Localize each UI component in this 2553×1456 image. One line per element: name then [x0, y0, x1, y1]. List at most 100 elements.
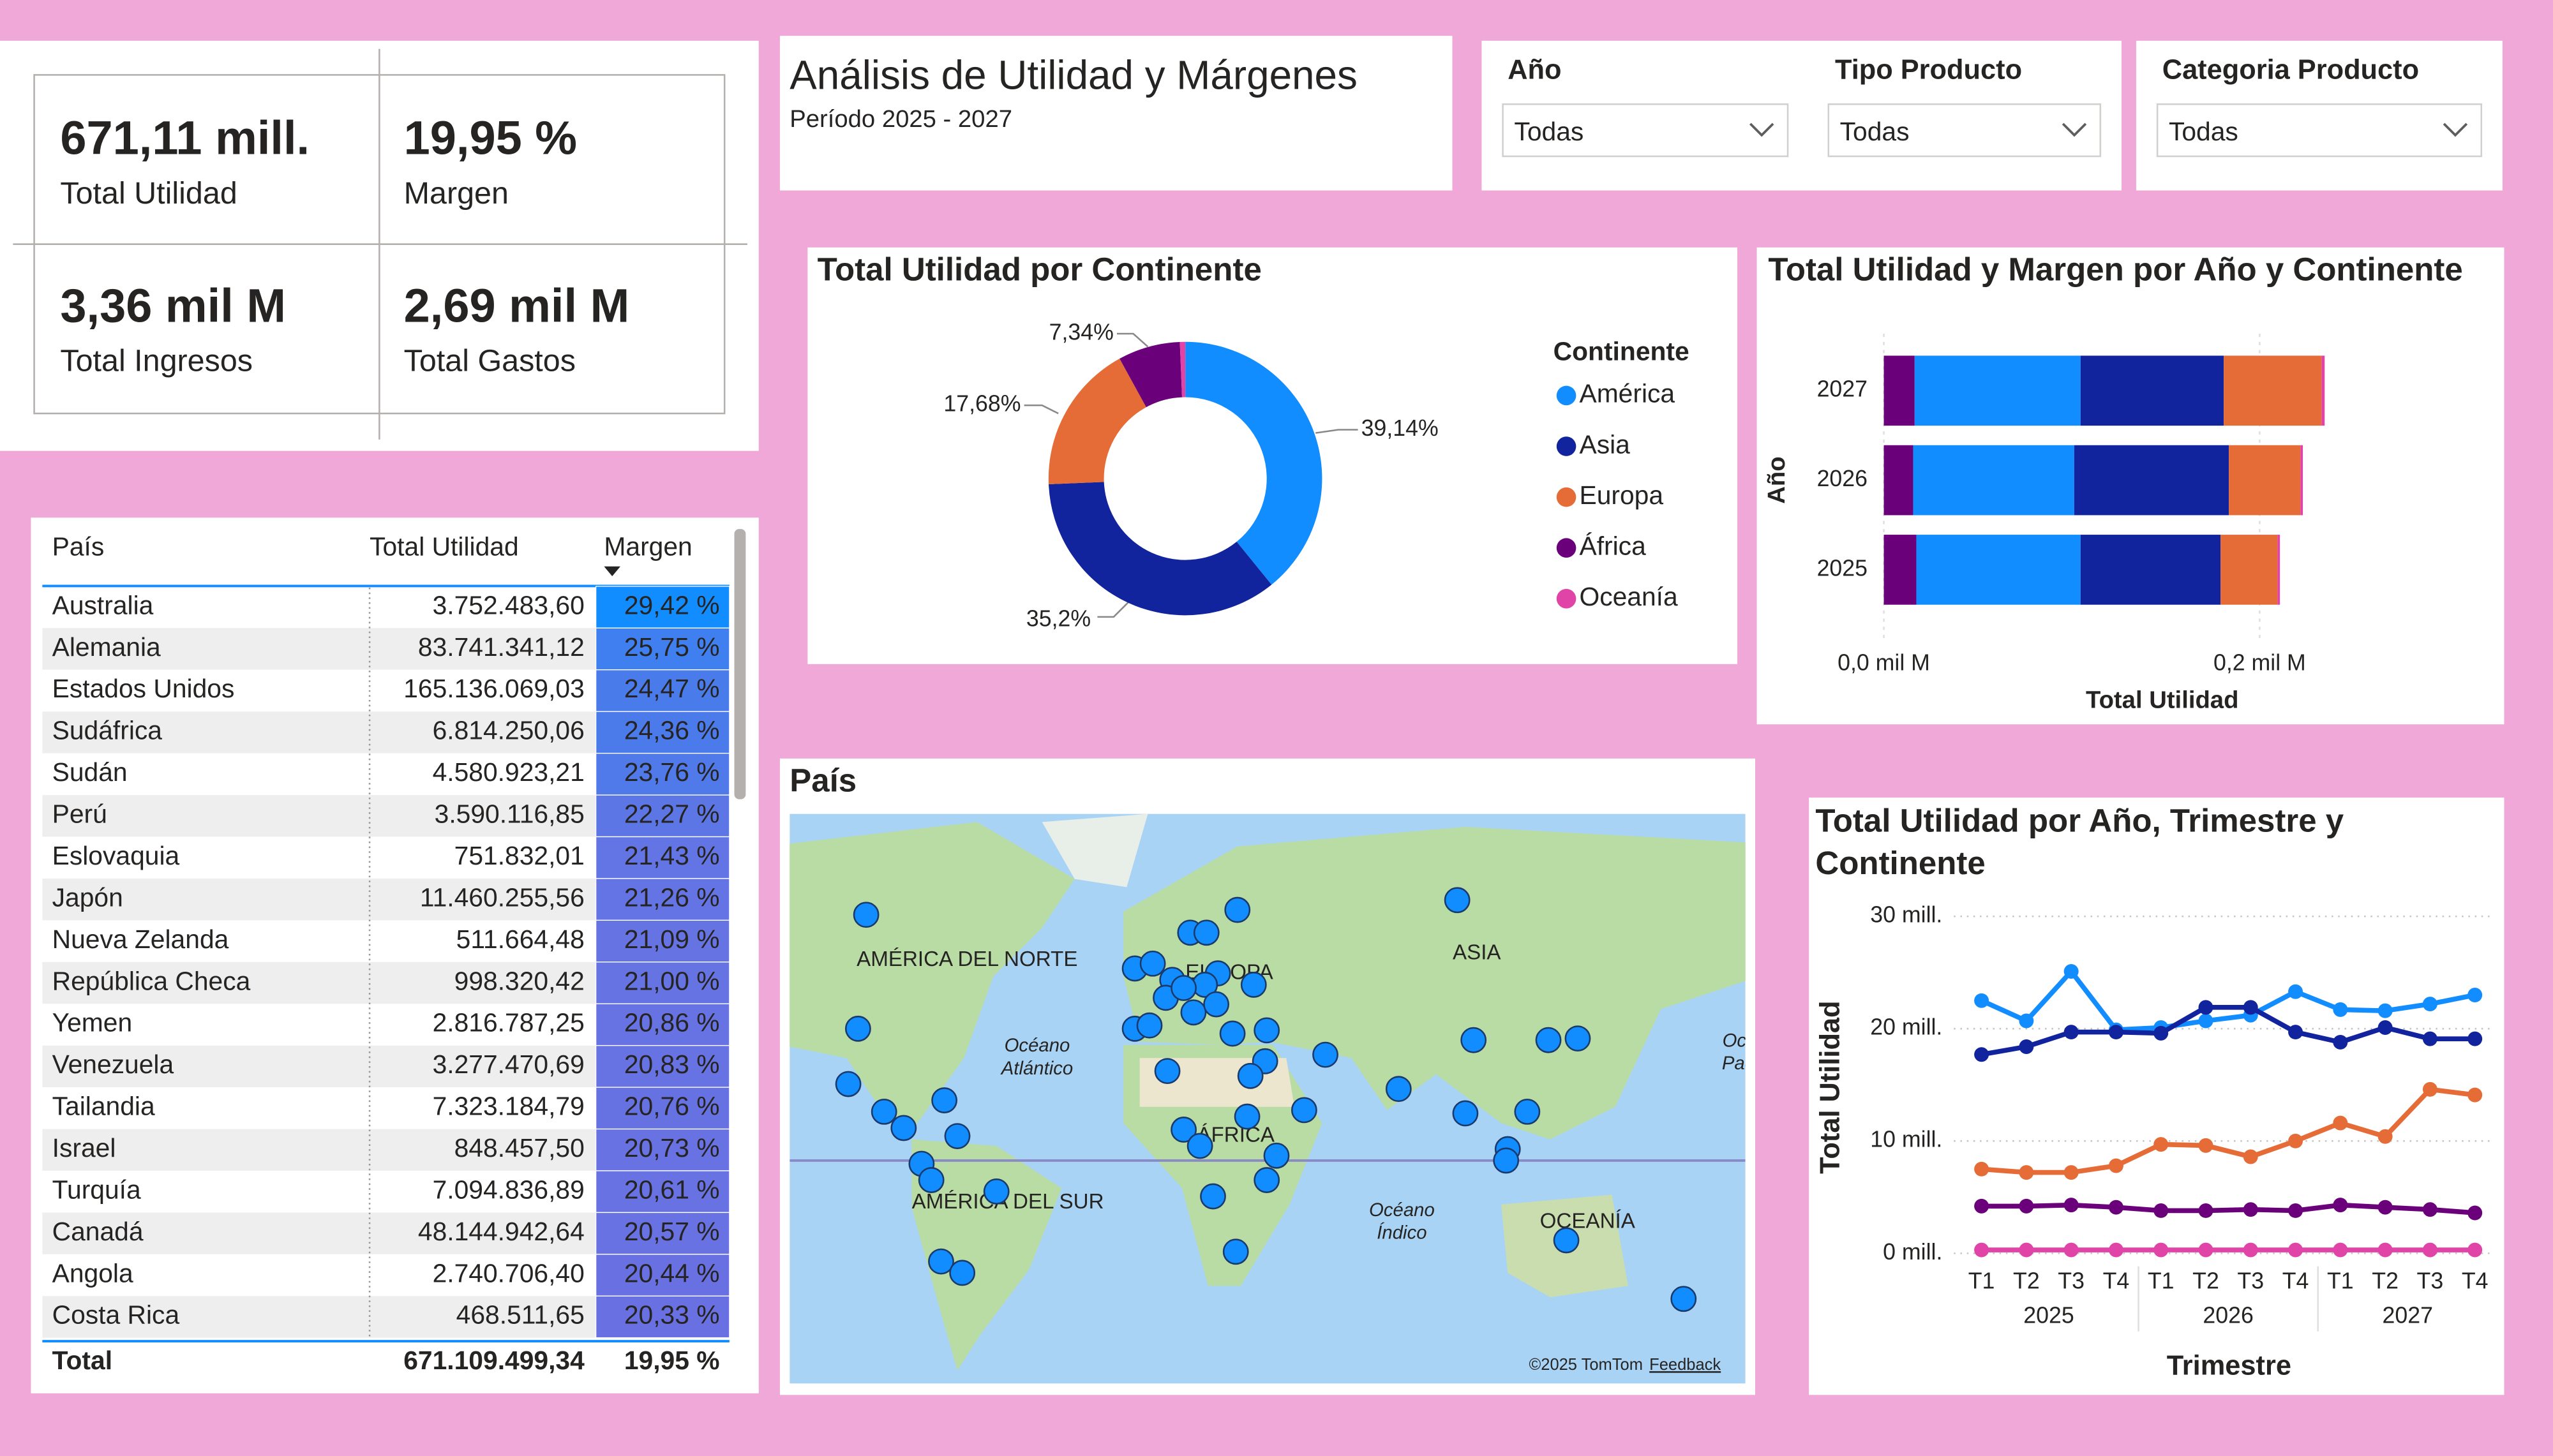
margin-cell: [595, 1170, 730, 1213]
map-point[interactable]: [1224, 896, 1251, 923]
data-label: 39,14%: [1361, 415, 1439, 441]
map-point[interactable]: [1240, 972, 1267, 998]
series-point: [2377, 1242, 2393, 1258]
map-point[interactable]: [1237, 1062, 1264, 1089]
x-tick-label: T3: [2417, 1268, 2444, 1294]
map-point[interactable]: [1263, 1142, 1290, 1169]
cell: Tailandia: [52, 1092, 155, 1121]
map-point[interactable]: [1136, 1012, 1163, 1039]
series-point: [2288, 1025, 2303, 1040]
map-feedback[interactable]: Feedback: [1649, 1356, 1721, 1374]
map-point[interactable]: [1254, 1017, 1280, 1044]
map-point[interactable]: [1171, 1117, 1197, 1143]
cell: 20,73 %: [624, 1133, 720, 1163]
map-point[interactable]: [1535, 1027, 1562, 1053]
map-point[interactable]: [1171, 975, 1197, 1001]
map-point[interactable]: [1234, 1103, 1261, 1130]
map-point[interactable]: [1444, 887, 1471, 914]
map-point[interactable]: [1452, 1100, 1479, 1127]
legend-title: Continente: [1554, 336, 1689, 366]
x-tick-label: T1: [2327, 1268, 2354, 1294]
kpi-value: 3,36 mil M: [60, 279, 286, 332]
map-point[interactable]: [1219, 1020, 1246, 1047]
map-point[interactable]: [890, 1115, 917, 1141]
map-point[interactable]: [1203, 991, 1230, 1018]
map-point[interactable]: [1180, 999, 1207, 1026]
margin-cell: [595, 1254, 730, 1296]
cell: República Checa: [52, 966, 251, 995]
map-point[interactable]: [853, 902, 880, 928]
map-point[interactable]: [844, 1015, 871, 1042]
map-point[interactable]: [1200, 1183, 1226, 1210]
map-point[interactable]: [1460, 1027, 1487, 1053]
map-point[interactable]: [871, 1098, 897, 1125]
map-label: ASIA: [1453, 941, 1501, 965]
chevron: [1749, 123, 1774, 137]
x-tick-label: T4: [2103, 1268, 2130, 1294]
cell: 468.511,65: [456, 1300, 585, 1330]
scrollbar[interactable]: [734, 529, 746, 799]
map-point[interactable]: [1222, 1238, 1249, 1265]
map[interactable]: AMÉRICA DEL NORTEEUROPAASIAÁFRICAAMÉRICA…: [765, 813, 1788, 1384]
bar-segment: [2074, 445, 2229, 516]
map-point[interactable]: [931, 1087, 957, 1113]
cell: 165.136.069,03: [403, 674, 585, 703]
row-band: [42, 878, 596, 921]
map-point[interactable]: [1564, 1025, 1591, 1052]
series-point: [1974, 1047, 1989, 1062]
bar-segment: [2080, 535, 2221, 605]
kpi-value: 2,69 mil M: [404, 279, 630, 332]
map-point[interactable]: [1493, 1147, 1520, 1174]
land: [1123, 826, 1746, 1140]
cell: Yemen: [52, 1008, 133, 1037]
margin-cell: [595, 1003, 730, 1046]
bar-segment: [2080, 355, 2224, 426]
map-label: AMÉRICA DEL NORTE: [857, 947, 1077, 971]
map-point[interactable]: [1514, 1098, 1541, 1125]
map-point[interactable]: [1385, 1076, 1412, 1103]
column-header: Margen: [604, 532, 692, 561]
sort-arrow[interactable]: [604, 566, 620, 577]
map-point[interactable]: [1139, 950, 1166, 977]
cell: 20,61 %: [624, 1175, 720, 1204]
series-point: [2333, 1198, 2348, 1213]
series-point: [1974, 993, 1989, 1008]
margin-cell: [595, 836, 730, 879]
series-point: [2153, 1025, 2169, 1041]
map-point[interactable]: [1187, 1133, 1213, 1159]
cell: 21,00 %: [624, 966, 720, 995]
column-header: Total Utilidad: [370, 532, 519, 561]
map-point[interactable]: [983, 1178, 1010, 1205]
map-point[interactable]: [949, 1259, 976, 1286]
cell: 7.323.184,79: [433, 1092, 585, 1121]
series-point: [2467, 1205, 2483, 1221]
map-point[interactable]: [944, 1123, 971, 1150]
cell: 4.580.923,21: [433, 757, 585, 787]
map-point[interactable]: [1553, 1227, 1580, 1254]
donut-slice: [1119, 341, 1183, 408]
slicer-dropdown[interactable]: [2156, 103, 2483, 158]
legend-label: América: [1579, 379, 1675, 408]
slicer-dropdown[interactable]: [1502, 103, 1789, 158]
slicer-dropdown[interactable]: [1827, 103, 2102, 158]
cell: Nueva Zelanda: [52, 925, 229, 954]
map-point[interactable]: [1291, 1097, 1317, 1124]
map-point[interactable]: [1193, 919, 1220, 946]
map-point[interactable]: [835, 1071, 862, 1097]
x-tick-label: T2: [2013, 1268, 2040, 1294]
x-tick-label: T3: [2058, 1268, 2085, 1294]
series-point: [2198, 1242, 2213, 1258]
map-point[interactable]: [918, 1167, 945, 1193]
margin-cell: [595, 711, 730, 754]
y-axis-label: Total Utilidad: [1815, 1000, 1845, 1173]
cell: Perú: [52, 799, 107, 829]
chevron: [2062, 123, 2087, 137]
map-point[interactable]: [928, 1248, 954, 1275]
map-point[interactable]: [1670, 1286, 1697, 1312]
map-point[interactable]: [1312, 1041, 1338, 1068]
map-point[interactable]: [1154, 1058, 1181, 1085]
chart-title: Total Utilidad y Margen por Año y Contin…: [1768, 251, 2462, 288]
slicer-value: Todas: [1840, 117, 1910, 146]
map-point[interactable]: [1254, 1167, 1280, 1193]
